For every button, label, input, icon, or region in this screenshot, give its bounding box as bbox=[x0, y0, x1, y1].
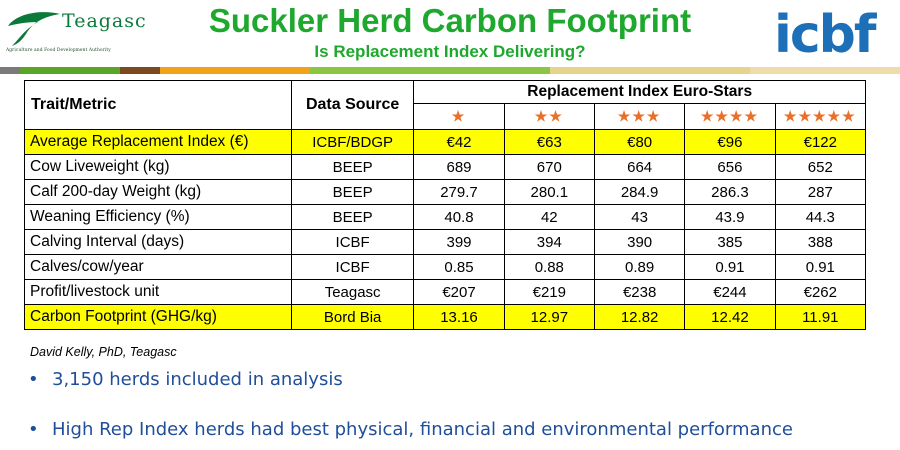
source-cell: ICBF bbox=[290, 254, 415, 280]
value-cell: €42 bbox=[413, 129, 505, 155]
trait-cell: Calving Interval (days) bbox=[24, 229, 292, 255]
table-row: Calves/cow/year ICBF 0.85 0.88 0.89 0.91 0.91 bbox=[24, 254, 867, 280]
value-cell: €207 bbox=[413, 279, 505, 305]
value-cell: 0.91 bbox=[774, 254, 867, 280]
value-cell: 286.3 bbox=[684, 179, 776, 205]
value-cell: €122 bbox=[774, 129, 867, 155]
value-cell: 388 bbox=[774, 229, 867, 255]
value-cell: 287 bbox=[774, 179, 867, 205]
value-cell: 13.16 bbox=[413, 304, 505, 330]
value-cell: €244 bbox=[684, 279, 776, 305]
star-rating-1-icon: ★ bbox=[413, 103, 505, 130]
trait-cell: Calf 200-day Weight (kg) bbox=[24, 179, 292, 205]
value-cell: 284.9 bbox=[593, 179, 686, 205]
value-cell: €238 bbox=[593, 279, 686, 305]
page-subtitle: Is Replacement Index Delivering? bbox=[314, 42, 586, 61]
table-row: Average Replacement Index (€) ICBF/BDGP €4… bbox=[24, 129, 867, 155]
bullet-text: 3,150 herds included in analysis bbox=[52, 369, 343, 390]
value-cell: 0.88 bbox=[503, 254, 595, 280]
source-cell: BEEP bbox=[290, 204, 415, 230]
value-cell: 0.91 bbox=[684, 254, 776, 280]
value-cell: 399 bbox=[413, 229, 505, 255]
table-row: Weaning Efficiency (%) BEEP 40.8 42 43 43.9 44… bbox=[24, 204, 867, 230]
value-cell: 12.97 bbox=[503, 304, 595, 330]
value-cell: 280.1 bbox=[503, 179, 595, 205]
teagasc-swoosh-icon bbox=[8, 12, 60, 46]
trait-cell: Average Replacement Index (€) bbox=[24, 129, 292, 155]
citation: David Kelly, PhD, Teagasc bbox=[30, 345, 177, 359]
icbf-logo-mark: icbf bbox=[774, 5, 880, 65]
stripe-segment bbox=[0, 67, 20, 74]
value-cell: €63 bbox=[503, 129, 595, 155]
value-cell: 652 bbox=[774, 154, 867, 180]
table-row: Cow Liveweight (kg) BEEP 689 670 664 656 652 bbox=[24, 154, 867, 180]
star-rating-5-icon: ★★★★★ bbox=[774, 103, 867, 130]
source-cell: BEEP bbox=[290, 154, 415, 180]
value-cell: 43 bbox=[593, 204, 686, 230]
value-cell: 385 bbox=[684, 229, 776, 255]
color-stripe bbox=[0, 67, 900, 74]
value-cell: €80 bbox=[593, 129, 686, 155]
bullet-herds-analysis: • 3,150 herds included in analysis bbox=[28, 369, 343, 390]
value-cell: 42 bbox=[503, 204, 595, 230]
trait-cell: Weaning Efficiency (%) bbox=[24, 204, 292, 230]
trait-cell: Profit/livestock unit bbox=[24, 279, 292, 305]
teagasc-logo: Teagasc Agriculture and Food Development… bbox=[4, 4, 154, 62]
stripe-segment bbox=[120, 67, 160, 74]
star-rating-2-icon: ★★ bbox=[503, 103, 595, 130]
value-cell: 279.7 bbox=[413, 179, 505, 205]
value-cell: 390 bbox=[593, 229, 686, 255]
trait-cell: Carbon Footprint (GHG/kg) bbox=[24, 304, 292, 330]
value-cell: 0.89 bbox=[593, 254, 686, 280]
value-cell: 44.3 bbox=[774, 204, 867, 230]
source-cell: Teagasc bbox=[290, 279, 415, 305]
value-cell: 12.82 bbox=[593, 304, 686, 330]
table-row: Carbon Footprint (GHG/kg) Bord Bia 13.16 12… bbox=[24, 304, 867, 330]
page-title: Suckler Herd Carbon Footprint bbox=[208, 2, 692, 39]
value-cell: 40.8 bbox=[413, 204, 505, 230]
header-euro-stars: Replacement Index Euro-Stars bbox=[413, 80, 866, 104]
stripe-segment bbox=[750, 67, 900, 74]
table-row: Profit/livestock unit Teagasc €207 €219 €238… bbox=[24, 279, 867, 305]
trait-cell: Calves/cow/year bbox=[24, 254, 292, 280]
value-cell: 670 bbox=[503, 154, 595, 180]
teagasc-tagline: Agriculture and Food Development Authori… bbox=[6, 48, 111, 53]
bullet-text: High Rep Index herds had best physical, … bbox=[52, 419, 793, 440]
bullet-dot-icon: • bbox=[28, 369, 39, 390]
stripe-segment bbox=[160, 67, 310, 74]
header-trait-metric: Trait/Metric bbox=[24, 80, 292, 130]
source-cell: ICBF bbox=[290, 229, 415, 255]
value-cell: €262 bbox=[774, 279, 867, 305]
table-row: Calving Interval (days) ICBF 399 394 390 385 3… bbox=[24, 229, 867, 255]
bullet-dot-icon: • bbox=[28, 419, 39, 440]
star-rating-3-icon: ★★★ bbox=[593, 103, 686, 130]
value-cell: 664 bbox=[593, 154, 686, 180]
star-rating-4-icon: ★★★★ bbox=[684, 103, 776, 130]
value-cell: 689 bbox=[413, 154, 505, 180]
value-cell: 12.42 bbox=[684, 304, 776, 330]
value-cell: 11.91 bbox=[774, 304, 867, 330]
icbf-logo: icbf bbox=[770, 2, 895, 65]
value-cell: €219 bbox=[503, 279, 595, 305]
teagasc-wordmark: Teagasc bbox=[62, 10, 147, 32]
value-cell: 0.85 bbox=[413, 254, 505, 280]
trait-cell: Cow Liveweight (kg) bbox=[24, 154, 292, 180]
bullet-high-rep-index: • High Rep Index herds had best physical,… bbox=[28, 419, 793, 440]
value-cell: 656 bbox=[684, 154, 776, 180]
star-rating-row: ★ ★★ ★★★ ★★★★ ★★★★★ bbox=[25, 103, 867, 130]
header-data-source: Data Source bbox=[290, 80, 415, 130]
value-cell: 394 bbox=[503, 229, 595, 255]
value-cell: 43.9 bbox=[684, 204, 776, 230]
stripe-segment bbox=[20, 67, 120, 74]
replacement-index-table: Trait/Metric Data Source Replacement Ind… bbox=[24, 80, 867, 330]
value-cell: €96 bbox=[684, 129, 776, 155]
source-cell: BEEP bbox=[290, 179, 415, 205]
icbf-wordmark: icbf bbox=[774, 5, 878, 64]
stripe-segment bbox=[310, 67, 550, 74]
source-cell: ICBF/BDGP bbox=[290, 129, 415, 155]
table-row: Calf 200-day Weight (kg) BEEP 279.7 280.1 28… bbox=[24, 179, 867, 205]
source-cell: Bord Bia bbox=[290, 304, 415, 330]
stripe-segment bbox=[550, 67, 750, 74]
